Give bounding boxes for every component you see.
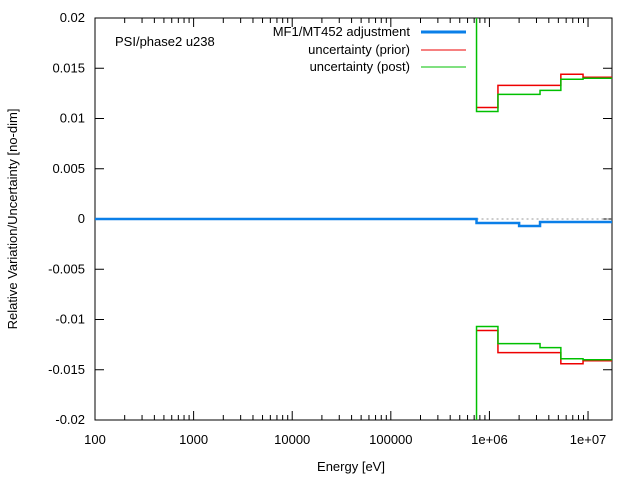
axes: 0.02 0.015 0.01 0.005 0 -0.005 -0.01 -0.015 -0.0… <box>48 10 613 447</box>
x-tick-label: 100 <box>84 432 106 447</box>
y-tick-label: -0.015 <box>48 362 85 377</box>
chart-annotation: PSI/phase2 u238 <box>115 34 215 49</box>
y-tick-label: 0.005 <box>52 161 85 176</box>
y-tick-label: 0 <box>78 211 85 226</box>
legend-label-prior: uncertainty (prior) <box>308 42 410 57</box>
step-line-adjustment <box>95 217 612 228</box>
y-axis-label: Relative Variation/Uncertainty [no-dim] <box>5 109 20 330</box>
x-axis-label: Energy [eV] <box>317 459 385 474</box>
y-tick-label: 0.01 <box>60 111 85 126</box>
y-tick-label: -0.005 <box>48 261 85 276</box>
y-tick-label: 0.02 <box>60 10 85 25</box>
step-line-post-lower <box>475 325 612 420</box>
step-line-post-upper <box>475 18 612 113</box>
x-tick-label: 1000 <box>179 432 208 447</box>
legend: MF1/MT452 adjustment uncertainty (prior)… <box>273 24 466 74</box>
x-tick-label: 100000 <box>369 432 412 447</box>
x-tick-label: 10000 <box>274 432 310 447</box>
legend-label-adjustment: MF1/MT452 adjustment <box>273 24 411 39</box>
legend-label-post: uncertainty (post) <box>310 59 410 74</box>
y-tick-label: -0.01 <box>55 312 85 327</box>
y-tick-label: 0.015 <box>52 60 85 75</box>
series-layer <box>95 18 612 420</box>
y-tick-label: -0.02 <box>55 412 85 427</box>
x-tick-label: 1e+07 <box>570 432 607 447</box>
x-tick-label: 1e+06 <box>471 432 508 447</box>
